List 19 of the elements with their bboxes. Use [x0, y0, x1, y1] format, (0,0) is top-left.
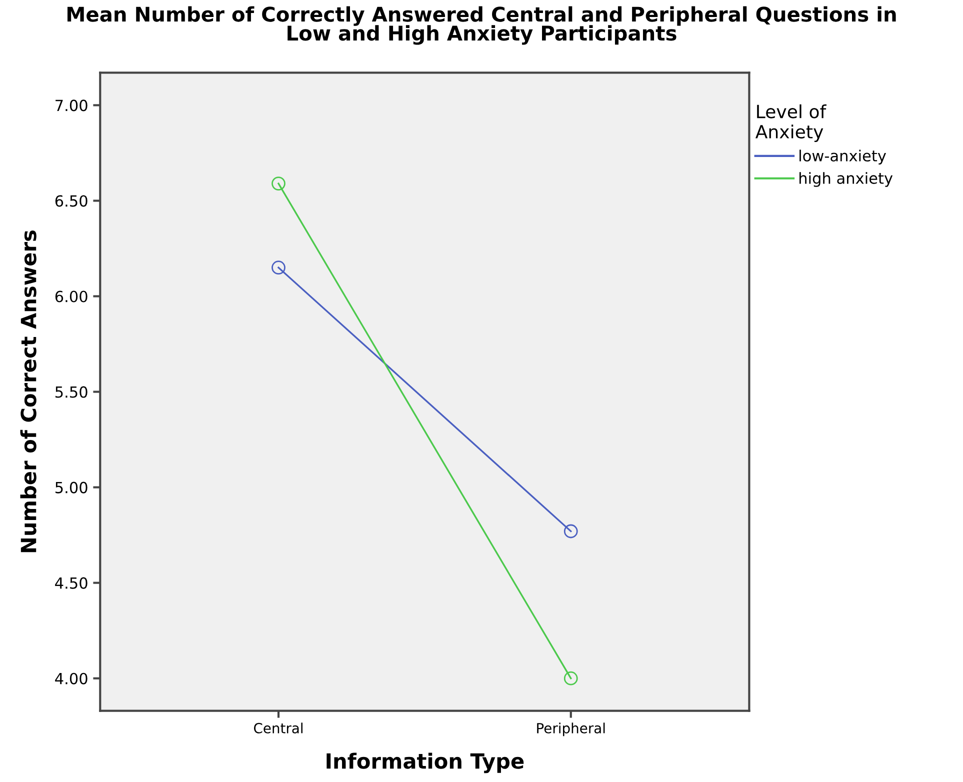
- legend-title: Level of Anxiety: [755, 104, 826, 142]
- x-tick-label: Peripheral: [537, 722, 605, 736]
- point: [272, 260, 286, 275]
- point: [564, 671, 578, 686]
- point: [272, 176, 286, 190]
- legend-label: low-anxiety: [800, 150, 886, 164]
- legend-label: high anxiety: [799, 172, 893, 187]
- y-tick-label: 4.50: [55, 577, 88, 589]
- y-tick-label: 5.50: [56, 386, 88, 398]
- y-tick-label: 5.00: [56, 482, 88, 494]
- y-tick-label: 4.00: [55, 672, 88, 684]
- y-axis-title: Number of Correct Answers: [20, 230, 36, 552]
- y-tick-label: 6.50: [55, 195, 88, 207]
- y-tick-label: 6.00: [55, 290, 88, 302]
- point: [564, 524, 578, 538]
- x-axis-title: Information Type: [326, 752, 524, 774]
- x-tick-label: Central: [254, 722, 302, 734]
- y-tick-label: 7.00: [56, 100, 88, 112]
- chart-title: Mean Number of Correctly Answered Central and Peripheral Questions in Low and High Anxiety Participants: [67, 6, 896, 45]
